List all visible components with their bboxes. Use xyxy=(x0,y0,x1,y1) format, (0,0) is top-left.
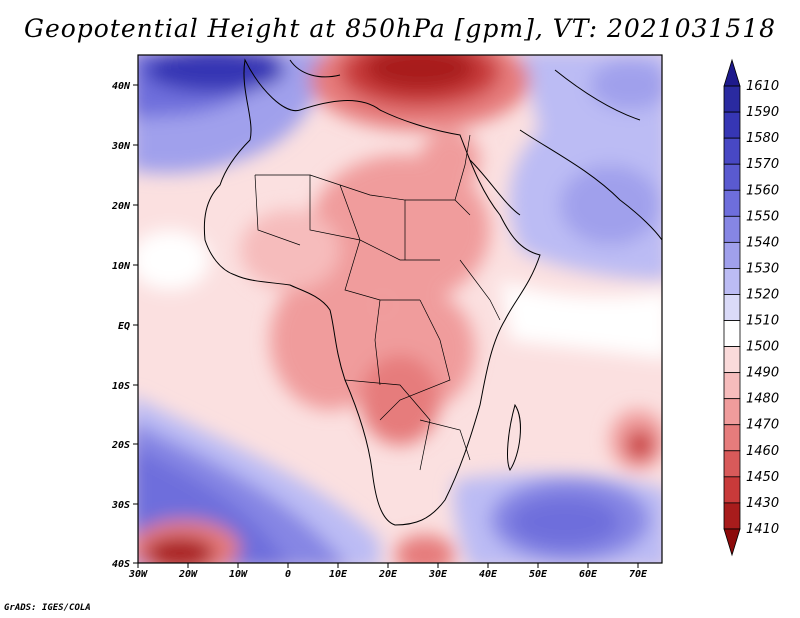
lon-label: 50E xyxy=(529,569,548,580)
longitude-labels: 30W 20W 10W 0 10E 20E 30E 40E 50E 60E 70… xyxy=(128,569,648,580)
colorbar-label: 1450 xyxy=(746,470,779,485)
colorbar-segment xyxy=(723,528,741,557)
height-field xyxy=(138,55,662,563)
colorbar-label: 1430 xyxy=(746,496,779,511)
latitude-labels: 40N 30N 20N 10N EQ 10S 20S 30S 40S xyxy=(111,81,131,570)
colorbar-segment xyxy=(723,398,741,426)
lat-label: 30S xyxy=(111,500,130,511)
credit-text: GrADS: IGES/COLA xyxy=(4,603,91,613)
lon-label: 10W xyxy=(229,569,248,580)
map-frame xyxy=(137,54,663,564)
colorbar-label: 1500 xyxy=(746,340,779,355)
lon-label: 60E xyxy=(579,569,598,580)
colorbar-segment xyxy=(723,189,741,217)
colorbar-label: 1610 xyxy=(746,79,779,94)
colorbar-segment xyxy=(723,215,741,243)
colorbar-segment xyxy=(723,372,741,400)
lon-label: 30E xyxy=(428,569,448,580)
colorbar-label: 1570 xyxy=(746,157,779,172)
colorbar-label: 1510 xyxy=(746,314,779,329)
country-borders xyxy=(254,134,501,471)
colorbar-label: 1460 xyxy=(746,444,779,459)
colorbar-segment xyxy=(723,424,741,452)
colorbar-label: 1560 xyxy=(746,183,779,198)
colorbar-label: 1590 xyxy=(746,105,779,120)
colorbar-label: 1470 xyxy=(746,418,779,433)
lon-label: 10E xyxy=(329,569,348,580)
lat-label: 10S xyxy=(112,381,130,392)
lon-label: 40E xyxy=(479,569,498,580)
lat-label: 20N xyxy=(111,201,131,212)
colorbar-label: 1520 xyxy=(746,287,779,302)
colorbar-segment xyxy=(723,346,741,374)
colorbar-segment xyxy=(723,268,741,295)
colorbar-label: 1580 xyxy=(746,131,779,146)
colorbar-segment xyxy=(723,85,741,113)
lon-label: 70E xyxy=(629,569,648,580)
lat-label: 30N xyxy=(111,141,131,152)
colorbar: 1610 1590 1580 1570 1560 1550 1540 1530 1520 1510… xyxy=(723,58,779,557)
colorbar-segment xyxy=(723,163,741,191)
colorbar-label: 1490 xyxy=(746,366,779,381)
colorbar-label: 1540 xyxy=(746,235,779,250)
colorbar-segment xyxy=(723,58,741,87)
colorbar-segment xyxy=(723,320,741,347)
chart-title: Geopotential Height at 850hPa [gpm], VT:… xyxy=(23,14,777,43)
lat-label: EQ xyxy=(118,321,130,332)
colorbar-segment xyxy=(723,111,741,139)
lat-label: 10N xyxy=(112,261,131,272)
colorbar-segment xyxy=(723,502,741,530)
colorbar-label: 1550 xyxy=(746,209,779,224)
axis-ticks xyxy=(133,84,639,568)
colorbar-segment xyxy=(723,137,741,165)
colorbar-segment xyxy=(723,476,741,504)
lon-label: 20W xyxy=(178,569,198,580)
lon-label: 20E xyxy=(378,569,398,580)
colorbar-label: 1530 xyxy=(746,261,779,276)
lat-label: 20S xyxy=(111,440,130,451)
lat-label: 40N xyxy=(112,81,131,92)
colorbar-segment xyxy=(723,241,741,269)
lat-label: 40S xyxy=(112,559,130,570)
colorbar-label: 1480 xyxy=(746,392,779,407)
colorbar-segment xyxy=(723,294,741,321)
colorbar-segment xyxy=(723,450,741,478)
lon-label: 0 xyxy=(285,569,291,580)
colorbar-label: 1410 xyxy=(746,522,779,537)
coastlines xyxy=(203,58,662,526)
lon-label: 30W xyxy=(128,569,148,580)
